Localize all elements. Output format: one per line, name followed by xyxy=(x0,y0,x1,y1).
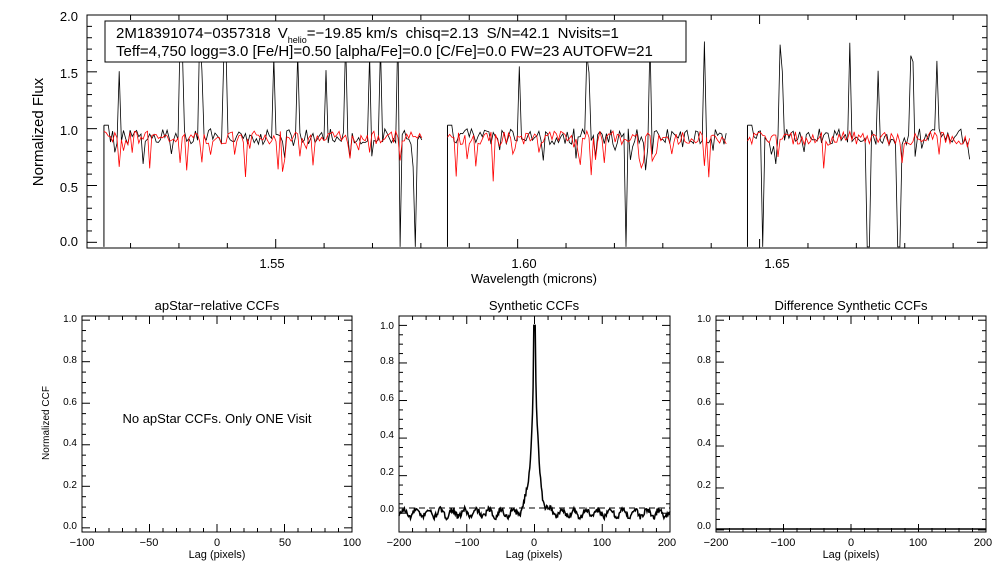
nvisits-value: Nvisits=1 xyxy=(558,25,619,42)
difference-ccf-axes-frame xyxy=(715,315,987,533)
difference-xtick-label: 100 xyxy=(909,537,927,549)
synthetic-ccf-title: Synthetic CCFs xyxy=(489,298,580,313)
vhelio-subscript: helio xyxy=(288,35,307,45)
synthetic-ytick-label: 0.0 xyxy=(380,504,394,515)
spectrum-ticks xyxy=(87,14,987,248)
spectrum-panel: 1.55 1.60 1.65 0.0 0.5 1.0 1.5 2.0 Wavel… xyxy=(30,9,988,286)
model-spectrum-chip-line xyxy=(103,129,423,178)
synthetic-ytick-label: 0.4 xyxy=(380,430,394,441)
model-spectrum-series xyxy=(103,129,970,182)
apstar-y-axis-label: Normalized CCF xyxy=(41,386,52,460)
apstar-xtick-label: −50 xyxy=(140,537,159,549)
synthetic-x-axis-label: Lag (pixels) xyxy=(506,549,563,561)
synthetic-ytick-label: 0.6 xyxy=(380,393,394,404)
spectrum-xtick-label: 1.55 xyxy=(259,256,284,271)
difference-xtick-label: 0 xyxy=(848,537,854,549)
observed-spectrum-chip-line xyxy=(747,42,970,248)
spectrum-y-axis-label: Normalized Flux xyxy=(30,77,47,186)
spectrum-axes-frame xyxy=(86,14,988,249)
synthetic-ytick-label: 0.2 xyxy=(380,467,394,478)
apstar-ccf-panel: apStar−relative CCFs No apStar CCFs. Onl… xyxy=(41,298,361,561)
synthetic-xtick-label: −200 xyxy=(387,537,412,549)
apstar-ytick-label: 0.8 xyxy=(63,355,77,366)
spectrum-ytick-label: 1.5 xyxy=(60,66,78,81)
apstar-ytick-label: 0.0 xyxy=(63,521,77,532)
apstar-xtick-label: 0 xyxy=(214,537,220,549)
difference-x-axis-label: Lag (pixels) xyxy=(823,549,880,561)
synthetic-ccf-line xyxy=(398,324,671,522)
apstar-ytick-label: 0.2 xyxy=(63,480,77,491)
spectrum-xtick-label: 1.60 xyxy=(511,256,536,271)
object-id: 2M18391074−0357318 xyxy=(116,25,271,42)
apstar-xtick-label: 100 xyxy=(343,537,361,549)
difference-xtick-label: −100 xyxy=(771,537,796,549)
difference-ytick-label: 0.6 xyxy=(697,397,711,408)
spectrum-ytick-label: 0.0 xyxy=(60,234,78,249)
difference-ytick-label: 0.8 xyxy=(697,355,711,366)
stellar-parameters-line: Teff=4,750 logg=3.0 [Fe/H]=0.50 [alpha/F… xyxy=(116,43,653,60)
spectrum-xtick-label: 1.65 xyxy=(764,256,789,271)
spectrum-annotation-box: 2M18391074−0357318 Vhelio=−19.85 km/s chis… xyxy=(104,20,687,63)
annotation-line-1: 2M18391074−0357318 Vhelio=−19.85 km/s chis… xyxy=(116,25,619,45)
apstar-ytick-label: 0.4 xyxy=(63,438,77,449)
difference-ytick-label: 0.2 xyxy=(697,480,711,491)
spectrum-ytick-label: 0.5 xyxy=(60,180,78,195)
synthetic-ytick-label: 1.0 xyxy=(380,321,394,332)
difference-ccf-title: Difference Synthetic CCFs xyxy=(775,298,928,313)
synthetic-ccf-axes-frame xyxy=(398,315,671,533)
synthetic-ccf-ticks xyxy=(398,316,671,532)
apstar-no-data-note: No apStar CCFs. Only ONE Visit xyxy=(122,411,311,426)
apstar-ytick-label: 0.6 xyxy=(63,397,77,408)
spectrum-x-axis-label: Wavelength (microns) xyxy=(471,271,597,286)
apstar-ytick-label: 1.0 xyxy=(63,314,77,325)
synthetic-ytick-label: 0.8 xyxy=(380,356,394,367)
observed-spectrum-chip-line xyxy=(447,38,727,247)
observed-spectrum-chip-line xyxy=(103,28,423,247)
difference-ytick-label: 1.0 xyxy=(697,314,711,325)
synthetic-xtick-label: 0 xyxy=(531,537,537,549)
apstar-ccf-title: apStar−relative CCFs xyxy=(155,298,280,313)
synthetic-ccf-panel: Synthetic CCFs 0.0 0.2 0.4 0.6 0.8 1.0 −… xyxy=(380,298,676,561)
snr-value: S/N=42.1 xyxy=(487,25,550,42)
model-spectrum-chip-line xyxy=(447,129,727,182)
spectrum-ytick-label: 2.0 xyxy=(60,9,78,24)
apstar-xtick-label: 50 xyxy=(279,537,291,549)
difference-ytick-label: 0.4 xyxy=(697,438,711,449)
vhelio-value: =−19.85 km/s xyxy=(307,25,398,42)
difference-xtick-label: 200 xyxy=(974,537,992,549)
difference-ccf-panel: Difference Synthetic CCFs 0.0 0.2 0.4 0.… xyxy=(697,298,992,561)
difference-ccf-ticks xyxy=(715,316,987,532)
synthetic-xtick-label: 100 xyxy=(593,537,611,549)
synthetic-xtick-label: −100 xyxy=(455,537,480,549)
difference-xtick-label: −200 xyxy=(704,537,729,549)
synthetic-xtick-label: 200 xyxy=(658,537,676,549)
vhelio-label: V xyxy=(278,25,288,42)
apstar-ccf-ticks xyxy=(81,316,353,532)
chisq-value: chisq=2.13 xyxy=(406,25,479,42)
spectrum-ytick-label: 1.0 xyxy=(60,123,78,138)
apstar-x-axis-label: Lag (pixels) xyxy=(189,549,246,561)
model-spectrum-chip-line xyxy=(747,130,970,169)
difference-ytick-label: 0.0 xyxy=(697,521,711,532)
apstar-xtick-label: −100 xyxy=(70,537,95,549)
